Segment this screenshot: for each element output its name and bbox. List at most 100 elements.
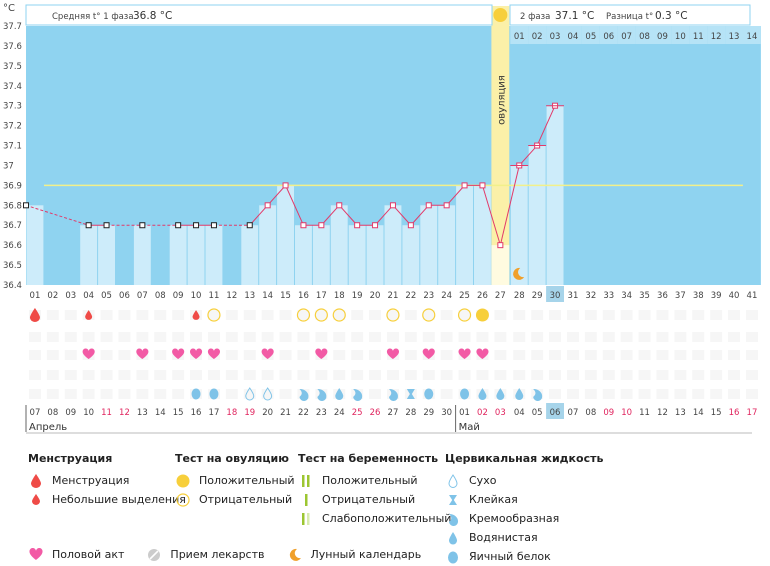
legend-medicine: Прием лекарств xyxy=(170,548,265,561)
ovtest-negative-icon xyxy=(386,308,400,322)
grid-cell xyxy=(674,332,687,342)
cycle-day-label: 02 xyxy=(47,291,58,301)
phase2-day-cell xyxy=(671,26,690,44)
grid-cell xyxy=(710,370,723,380)
grid-cell xyxy=(620,310,633,320)
grid-cell xyxy=(279,332,292,342)
watery-icon xyxy=(515,388,524,400)
legend-intercourse: Половой акт xyxy=(52,548,125,561)
ovtest-positive-icon xyxy=(475,308,489,322)
grid-cell xyxy=(440,389,453,399)
calendar-date-label: 09 xyxy=(65,408,76,418)
legend-bottom-row: Половой акт Прием лекарств Лунный календ… xyxy=(28,545,421,564)
grid-cell xyxy=(494,310,507,320)
calendar-date-label: 11 xyxy=(639,408,650,418)
y-tick-label: 37.3 xyxy=(3,102,22,112)
cycle-day-label: 24 xyxy=(441,291,452,301)
calendar-date-label: 15 xyxy=(711,408,722,418)
temp-point xyxy=(193,222,200,229)
phase2-day-cell xyxy=(546,26,564,44)
grid-cell xyxy=(422,370,435,380)
temp-line-segment xyxy=(374,204,394,226)
grid-cell xyxy=(476,332,489,342)
temp-point xyxy=(354,222,361,229)
cycle-day-label: 37 xyxy=(675,291,686,301)
grid-cell xyxy=(531,310,544,320)
grid-cell xyxy=(46,389,59,399)
dry-icon xyxy=(445,473,461,489)
calendar-date-label: 07 xyxy=(568,408,579,418)
grid-cell xyxy=(387,332,399,342)
grid-cell xyxy=(567,332,579,342)
cycle-day-label: 01 xyxy=(30,291,41,301)
temp-line-segment xyxy=(499,165,520,246)
grid-cell xyxy=(692,310,705,320)
grid-cell xyxy=(584,370,597,380)
grid-cell xyxy=(29,350,41,360)
calendar-date-label: 14 xyxy=(693,408,704,418)
cycle-day-label: 26 xyxy=(477,291,488,301)
temp-point xyxy=(210,222,217,229)
legend-menstruation: Менструация Менструация Небольшие выделе… xyxy=(28,452,186,509)
legend-moon: Лунный календарь xyxy=(310,548,422,561)
grid-cell xyxy=(458,370,471,380)
calendar-date-label: 11 xyxy=(101,408,112,418)
legend-fluid-watery: Водянистая xyxy=(469,531,538,544)
grid-cell xyxy=(29,332,41,342)
small-drop-icon xyxy=(28,492,44,508)
phase2-day-label: 11 xyxy=(693,32,704,42)
grid-cell xyxy=(154,350,167,360)
y-tick-label: 36.4 xyxy=(3,281,22,291)
grid-cell xyxy=(333,310,346,320)
phase2-day-cell xyxy=(653,26,672,44)
grid-cell xyxy=(404,332,417,342)
phase2-day-cell xyxy=(689,26,708,44)
heart-icon xyxy=(422,348,435,359)
grid-cell xyxy=(351,350,364,360)
grid-cell xyxy=(638,370,651,380)
grid-cell xyxy=(549,370,561,380)
grid-cell xyxy=(154,332,167,342)
grid-cell xyxy=(333,332,346,342)
grid-cell xyxy=(567,389,579,399)
grid-cell xyxy=(154,370,167,380)
grid-cell xyxy=(225,389,238,399)
temp-point xyxy=(300,222,307,229)
calendar-date-label: 28 xyxy=(405,408,416,418)
phase1-label: Средняя t° 1 фаза xyxy=(52,12,134,22)
heart-icon xyxy=(190,348,203,359)
temp-bar xyxy=(241,225,259,285)
ovulation-sun-icon xyxy=(493,8,508,22)
grid-cell xyxy=(297,332,310,342)
phase2-day-label: 14 xyxy=(747,32,758,42)
grid-cell xyxy=(458,310,471,320)
bbt-chart: овуляция 01 02 03 04 05 06 07 08 09 10 11 12 13 14 Сре… xyxy=(3,3,761,434)
calendar-date-label: 16 xyxy=(191,408,202,418)
grid-cell xyxy=(208,310,220,320)
grid-cell xyxy=(746,332,758,342)
cycle-day-label: 16 xyxy=(298,291,309,301)
calendar-date-label: 04 xyxy=(514,408,525,418)
phase2-day-cell xyxy=(581,26,600,44)
calendar-date-label: 24 xyxy=(334,408,345,418)
egg-white-icon xyxy=(209,388,219,400)
phase1-value: 36.8 °C xyxy=(133,10,172,22)
grid-cell xyxy=(746,370,758,380)
positive-circle-icon xyxy=(175,473,191,489)
y-tick-label: 37.2 xyxy=(3,122,22,132)
temp-bar xyxy=(384,205,402,285)
egg-white-icon xyxy=(191,388,201,400)
grid-cell xyxy=(567,310,579,320)
sticky-icon xyxy=(445,492,461,508)
calendar-date-label: 20 xyxy=(262,408,273,418)
grid-cell xyxy=(387,370,399,380)
calendar-date-label: 25 xyxy=(352,408,363,418)
grid-cell xyxy=(638,310,651,320)
heart-icon xyxy=(207,348,220,359)
legend-pregtest-weak: Слабоположительный xyxy=(322,512,452,525)
grid-cell xyxy=(549,310,561,320)
phase2-day-cell xyxy=(743,26,761,44)
grid-cell xyxy=(118,332,131,342)
grid-cell xyxy=(494,370,507,380)
temp-point xyxy=(139,222,146,229)
